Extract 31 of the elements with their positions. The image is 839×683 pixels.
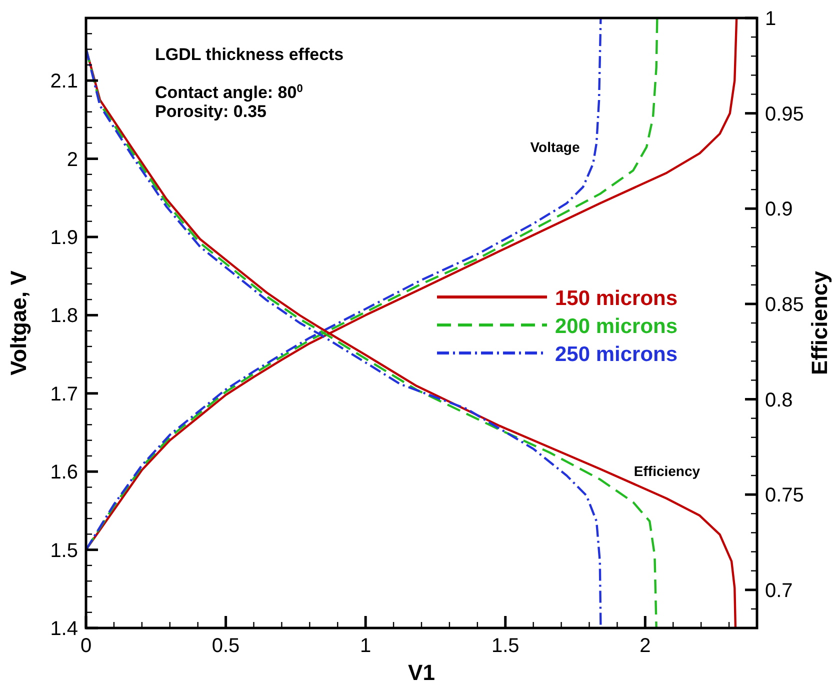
y-axis-title: Voltgae, V bbox=[6, 270, 31, 376]
y-tick-label: 1.6 bbox=[50, 462, 78, 484]
y-tick-label: 2.1 bbox=[50, 70, 78, 93]
y-tick-label: 1.5 bbox=[50, 540, 78, 562]
y2-tick-label: 0.8 bbox=[765, 389, 793, 412]
y-tick-label: 1.8 bbox=[50, 305, 78, 328]
y2-tick-label: 0.85 bbox=[765, 294, 804, 316]
y2-tick-label: 0.75 bbox=[765, 484, 804, 507]
y-tick-label: 1.7 bbox=[50, 383, 78, 406]
x-tick-label: 2 bbox=[640, 635, 651, 657]
y-tick-label: 1.4 bbox=[50, 618, 78, 640]
text: 250 microns bbox=[555, 343, 678, 366]
x-tick-label: 1.5 bbox=[491, 635, 520, 657]
y2-tick-label: 1 bbox=[765, 8, 776, 30]
x-axis-title: V1 bbox=[408, 660, 435, 683]
y-tick-label: 2 bbox=[66, 148, 78, 171]
annotation: Porosity: 0.35 bbox=[155, 102, 266, 121]
annotation: LGDL thickness effects bbox=[155, 45, 344, 64]
annotation: Efficiency bbox=[634, 463, 700, 479]
y2-tick-label: 0.95 bbox=[765, 103, 804, 126]
x-tick-label: 1 bbox=[360, 635, 372, 657]
text: 200 microns bbox=[555, 315, 678, 338]
x-tick-label: 0 bbox=[80, 635, 92, 657]
x-tick-label: 0.5 bbox=[212, 635, 240, 657]
text: 150 microns bbox=[555, 287, 678, 310]
y2-tick-label: 0.9 bbox=[765, 198, 793, 221]
y2-tick-label: 0.7 bbox=[765, 580, 793, 602]
annotation: Contact angle: 80$^{0}$ bbox=[155, 83, 303, 102]
y-tick-label: 1.9 bbox=[50, 226, 78, 249]
y2-axis-title: Efficiency bbox=[807, 270, 832, 375]
annotation: Voltage bbox=[530, 139, 580, 155]
